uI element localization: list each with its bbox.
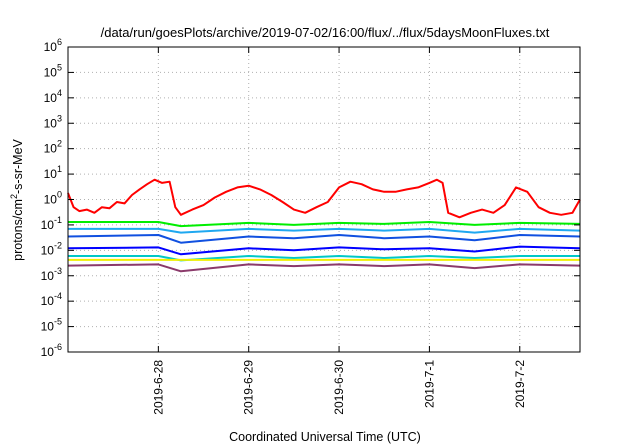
y-axis-label: protons/cm2-s-sr-MeV (9, 138, 25, 260)
x-tick-label: 2019-7-2 (513, 360, 527, 408)
series-line-1 (67, 178, 581, 219)
y-tick-exponent: -2 (54, 240, 62, 250)
y-tick-label: 100 (44, 190, 62, 207)
y-tick-base: 10 (41, 218, 55, 232)
y-tick-base: 10 (44, 40, 58, 54)
y-tick-label: 102 (44, 139, 62, 156)
x-tick-label: 2019-6-28 (151, 360, 165, 415)
y-tick-base: 10 (44, 65, 58, 79)
y-tick-base: 10 (44, 142, 58, 156)
y-tick-exponent: 0 (57, 190, 62, 200)
y-tick-base: 10 (44, 91, 58, 105)
y-tick-exponent: 2 (57, 139, 62, 149)
y-tick-exponent: 6 (57, 37, 62, 47)
y-tick-base: 10 (44, 116, 58, 130)
data-series (67, 178, 581, 273)
x-tick-label: 2019-6-30 (332, 360, 346, 415)
y-tick-exponent: -1 (54, 215, 62, 225)
grid-lines (68, 47, 580, 352)
y-tick-label: 10-4 (41, 291, 62, 308)
y-tick-exponent: -4 (54, 291, 62, 301)
series-line-3 (68, 227, 581, 234)
y-tick-label: 10-6 (41, 342, 62, 359)
y-axis-label-exponent: 2 (9, 194, 19, 199)
y-tick-label: 104 (44, 88, 62, 105)
y-tick-base: 10 (44, 167, 58, 181)
y-tick-label: 106 (44, 37, 62, 54)
x-axis-ticks: 2019-6-28 2019-6-29 2019-6-30 2019-7-1 2019-… (151, 47, 527, 415)
series-line-2 (68, 221, 581, 228)
y-tick-label: 105 (44, 62, 62, 79)
y-tick-label: 10-3 (41, 266, 62, 283)
y-tick-exponent: 4 (57, 88, 62, 98)
chart-title: /data/run/goesPlots/archive/2019-07-02/1… (101, 25, 550, 40)
y-tick-label: 101 (44, 164, 62, 181)
x-axis-label: Coordinated Universal Time (UTC) (229, 430, 421, 444)
y-axis-label-unit: protons/cm (11, 199, 25, 261)
y-tick-base: 10 (44, 193, 58, 207)
x-tick-label: 2019-6-29 (242, 360, 256, 415)
y-axis-label-rest: -s-sr-MeV (11, 138, 25, 194)
y-tick-base: 10 (41, 345, 55, 359)
y-axis-ticks: 10-610-510-410-310-210-11001011021031041… (41, 37, 580, 359)
y-tick-label: 10-2 (41, 240, 62, 257)
series-line-5 (67, 245, 581, 256)
y-tick-base: 10 (41, 320, 55, 334)
y-tick-base: 10 (41, 269, 55, 283)
y-tick-exponent: 1 (57, 164, 62, 174)
y-tick-exponent: 5 (57, 62, 62, 72)
series-line-8 (67, 263, 581, 273)
y-tick-base: 10 (41, 294, 55, 308)
y-tick-label: 10-5 (41, 317, 62, 334)
y-tick-exponent: -5 (54, 317, 62, 327)
series-line-4 (67, 234, 581, 244)
x-tick-label: 2019-7-1 (422, 360, 436, 408)
y-tick-exponent: -3 (54, 266, 62, 276)
y-tick-exponent: -6 (54, 342, 62, 352)
y-tick-exponent: 3 (57, 113, 62, 123)
y-tick-label: 103 (44, 113, 62, 130)
y-tick-base: 10 (41, 243, 55, 257)
y-tick-label: 10-1 (41, 215, 62, 232)
